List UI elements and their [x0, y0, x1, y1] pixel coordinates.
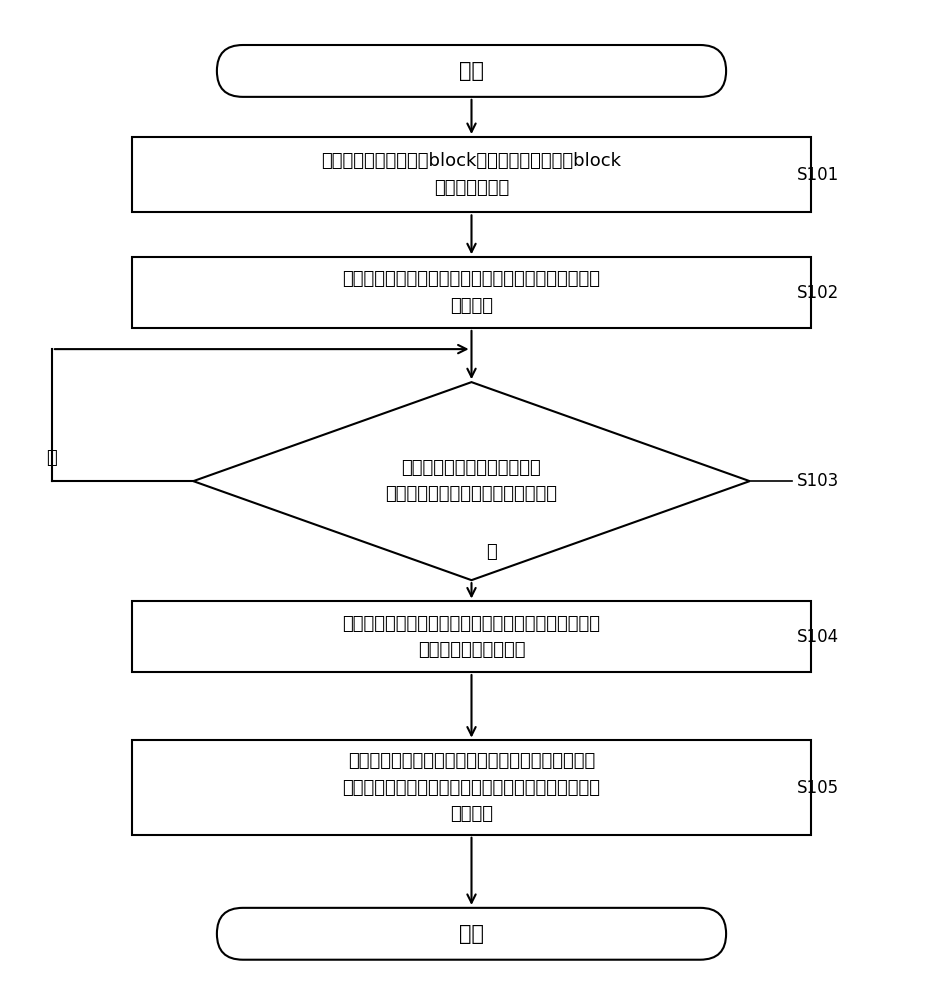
- Text: 开始: 开始: [459, 61, 484, 81]
- Text: 结束: 结束: [459, 924, 484, 944]
- Bar: [132, 137, 811, 212]
- FancyBboxPatch shape: [217, 45, 726, 97]
- Text: 否: 否: [46, 449, 58, 467]
- Text: 对有效数据发起垃圾回收读操作，并根据所述有效数据
的地址更新所述索引值: 对有效数据发起垃圾回收读操作，并根据所述有效数据 的地址更新所述索引值: [342, 615, 601, 659]
- Text: S104: S104: [797, 628, 839, 646]
- Text: 按照预设顺序扫描所述本地数
组，并判断当前数据是否为有效数据: 按照预设顺序扫描所述本地数 组，并判断当前数据是否为有效数据: [386, 459, 557, 503]
- Text: S105: S105: [797, 779, 839, 797]
- Text: 确定固态硬盘的待回收block，并确定所述待回收block
的有效数据位图: 确定固态硬盘的待回收block，并确定所述待回收block 的有效数据位图: [322, 152, 621, 197]
- Polygon shape: [193, 382, 750, 580]
- Text: 将所述有效数据位图读取到本地数组，并将索引值设置
为默认值: 将所述有效数据位图读取到本地数组，并将索引值设置 为默认值: [342, 270, 601, 315]
- Text: 是: 是: [486, 543, 496, 561]
- FancyBboxPatch shape: [217, 908, 726, 960]
- Text: S102: S102: [797, 284, 839, 302]
- Text: 根据更新后的索引值确定所述本地数组的当前读取位
置，并从所述当前读取位置按照预设顺序继续扫描所述
本地数组: 根据更新后的索引值确定所述本地数组的当前读取位 置，并从所述当前读取位置按照预设…: [342, 752, 601, 823]
- Text: S103: S103: [797, 472, 839, 490]
- Text: S101: S101: [797, 166, 839, 184]
- Bar: [132, 257, 811, 328]
- Bar: [132, 601, 811, 672]
- Bar: [132, 740, 811, 835]
